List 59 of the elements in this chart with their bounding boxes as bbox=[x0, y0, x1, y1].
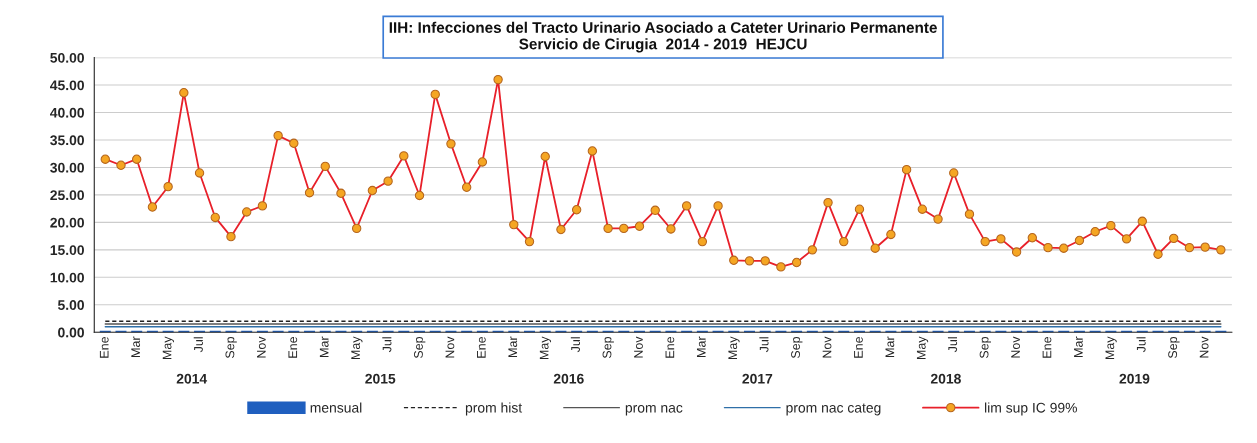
x-tick-label: Nov bbox=[1199, 336, 1209, 358]
x-tick-label: May bbox=[1105, 336, 1117, 359]
x-tick-label: Nov bbox=[257, 336, 266, 358]
legend-label: lim sup IC 99% bbox=[985, 402, 1077, 416]
x-tick-label: May bbox=[162, 336, 174, 359]
y-tick-label: 50.00 bbox=[50, 52, 84, 63]
x-tick-label: Jul bbox=[382, 337, 392, 353]
y-tick-label: 45.00 bbox=[50, 80, 84, 91]
x-tick-label: Jul bbox=[570, 337, 580, 353]
x-tick-label: Ene bbox=[1042, 336, 1052, 358]
text: 2019 bbox=[1119, 373, 1150, 384]
y-tick-label: 35.00 bbox=[50, 135, 84, 146]
legend-label: mensual bbox=[310, 402, 362, 413]
y-tick-label: 15.00 bbox=[50, 245, 84, 256]
x-tick-label: May bbox=[916, 336, 929, 359]
y-tick-label: 5.00 bbox=[57, 300, 84, 310]
x-tick-label: Jul bbox=[1136, 337, 1146, 353]
x-tick-label: Sep bbox=[1168, 336, 1180, 359]
x-tick-label: Nov bbox=[822, 336, 832, 358]
text: 2015 bbox=[365, 373, 396, 384]
y-tick-label: 20.00 bbox=[50, 217, 84, 228]
legend-label: prom nac categ bbox=[786, 403, 881, 416]
x-tick-label: May bbox=[351, 336, 363, 359]
x-tick-label: Jul bbox=[193, 337, 203, 353]
x-tick-label: Mar bbox=[885, 336, 895, 357]
x-tick-label: Mar bbox=[131, 336, 141, 357]
x-tick-label: Sep bbox=[602, 336, 614, 359]
x-tick-label: Nov bbox=[445, 336, 455, 358]
x-tick-label: Sep bbox=[979, 336, 991, 359]
x-tick-label: Mar bbox=[696, 336, 706, 357]
y-tick-label: 40.00 bbox=[50, 107, 84, 118]
legend-label: prom nac bbox=[625, 405, 683, 416]
x-tick-label: Mar bbox=[319, 336, 329, 357]
text: 2014 bbox=[176, 373, 208, 384]
x-tick-label: Mar bbox=[508, 336, 518, 357]
y-tick-label: 30.00 bbox=[50, 162, 84, 173]
x-tick-label: Nov bbox=[1011, 336, 1020, 358]
x-tick-label: May bbox=[539, 336, 552, 359]
text: 2016 bbox=[553, 373, 584, 384]
x-tick-label: Ene bbox=[477, 336, 486, 358]
x-tick-label: Mar bbox=[1074, 336, 1083, 357]
x-tick-label: Ene bbox=[854, 336, 863, 358]
x-tick-label: Ene bbox=[288, 336, 298, 358]
y-tick-label: 0.00 bbox=[58, 327, 84, 338]
x-tick-label: Ene bbox=[99, 336, 109, 358]
y-tick-label: 10.00 bbox=[50, 272, 84, 283]
x-tick-label: Ene bbox=[665, 336, 675, 358]
x-tick-label: Nov bbox=[634, 336, 643, 358]
chart-title: IIH: Infecciones del Tracto Urinario Asociado a Cateter Urinario Permanente Servicio de Cirugia 2014 - 2019 HEJCU bbox=[389, 21, 937, 53]
x-tick-label: Sep bbox=[414, 336, 426, 359]
x-tick-label: May bbox=[728, 336, 740, 359]
x-tick-label: Jul bbox=[759, 337, 769, 353]
text: 2017 bbox=[742, 373, 773, 384]
y-tick-label: 25.00 bbox=[50, 190, 84, 201]
x-tick-label: Sep bbox=[791, 336, 803, 359]
x-tick-label: Sep bbox=[225, 336, 237, 359]
x-tick-label: Jul bbox=[947, 337, 958, 353]
legend-label: prom hist bbox=[465, 402, 523, 416]
text: 2018 bbox=[930, 373, 961, 384]
